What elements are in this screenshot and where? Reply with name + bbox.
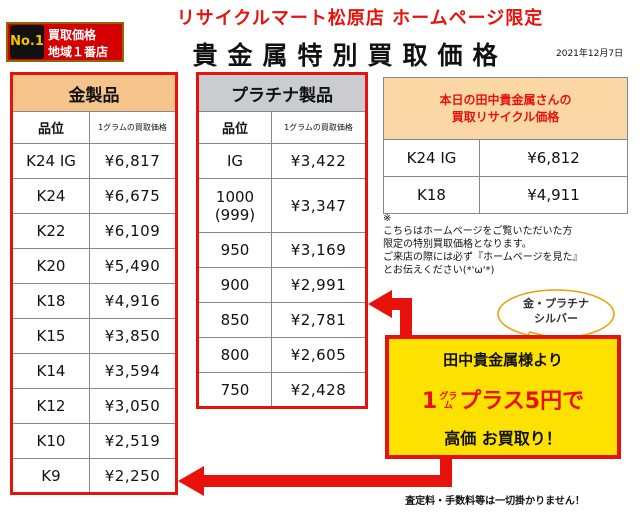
price-cell: ¥3,594 — [89, 353, 177, 389]
table-row: 900 ¥2,991 — [197, 267, 367, 303]
grade-cell: 850 — [197, 302, 272, 338]
store-title: リサイクルマート松原店 ホームページ限定 — [176, 8, 544, 29]
table-row: 750 ¥2,428 — [197, 372, 367, 408]
table-row: K15 ¥3,850 — [11, 318, 177, 354]
price-cell: ¥2,519 — [89, 423, 177, 459]
price-cell: ¥4,916 — [89, 283, 177, 319]
grade-cell: 1000 (999) — [197, 178, 272, 233]
date-label: 2021年12月7日 — [556, 49, 624, 59]
grade-cell: K18 — [383, 176, 480, 214]
grade-cell: K10 — [11, 423, 90, 459]
gold-col-grade: 品位 — [11, 111, 90, 144]
promo-box: 田中貴金属様より 1 グラムプラス5円で 高価 お買取り！ — [385, 335, 621, 459]
promo-gram-unit: グラム — [439, 392, 458, 411]
grade-cell: 900 — [197, 267, 272, 303]
promo-line-3: 高価 お買取り！ — [444, 429, 562, 448]
table-row: K18 ¥4,916 — [11, 283, 177, 319]
table-row: 850 ¥2,781 — [197, 302, 367, 338]
table-row: K24 IG ¥6,812 — [383, 139, 628, 177]
table-row: IG ¥3,422 — [197, 143, 367, 179]
badge-rank: No.1 — [10, 25, 44, 59]
price-cell: ¥2,781 — [271, 302, 367, 338]
price-cell: ¥5,490 — [89, 248, 177, 284]
price-cell: ¥2,428 — [271, 372, 367, 408]
ranking-badge: No.1 買取価格 地域１番店 — [6, 22, 124, 62]
grade-cell: K14 — [11, 353, 90, 389]
price-cell: ¥6,675 — [89, 178, 177, 214]
bubble-line-2: シルバー — [534, 312, 578, 325]
grade-cell: K24 IG — [383, 139, 480, 177]
footer-note: 査定料・手数料等は一切掛かりません！ — [405, 496, 585, 507]
price-cell: ¥2,250 — [89, 458, 177, 494]
grade-cell: 750 — [197, 372, 272, 408]
tanaka-title-line-1: 本日の田中貴金属さんの — [439, 92, 572, 107]
table-row: 1000 (999) ¥3,347 — [197, 178, 367, 233]
arrow-to-platinum-icon — [368, 290, 412, 338]
price-cell: ¥3,422 — [271, 143, 367, 179]
tanaka-price-table: 本日の田中貴金属さんの 買取リサイクル価格 K24 IG ¥6,812 K18 ¥4… — [383, 77, 628, 214]
price-cell: ¥3,347 — [271, 178, 367, 233]
bubble-text: 金・プラチナ シルバー — [506, 296, 606, 326]
table-row: K14 ¥3,594 — [11, 353, 177, 389]
note-line-4: とお伝えください(*'ω'*) — [383, 265, 495, 276]
bubble-line-1: 金・プラチナ — [523, 297, 589, 310]
table-row: 950 ¥3,169 — [197, 232, 367, 268]
badge-line-2: 地域１番店 — [48, 45, 109, 59]
arrow-to-gold-icon — [178, 455, 452, 496]
promo-line-2: 1 グラムプラス5円で — [389, 383, 617, 415]
table-row: K20 ¥5,490 — [11, 248, 177, 284]
grade-cell: K20 — [11, 248, 90, 284]
table-row: K18 ¥4,911 — [383, 176, 628, 214]
promo-plus-five: プラス5円で — [459, 389, 585, 414]
price-cell: ¥2,991 — [271, 267, 367, 303]
table-row: K24 IG ¥6,817 — [11, 143, 177, 179]
price-cell: ¥3,169 — [271, 232, 367, 268]
note-line-3: ご来店の際には必ず『ホームページを見た』 — [383, 252, 583, 263]
grade-cell: K9 — [11, 458, 90, 494]
tanaka-title: 本日の田中貴金属さんの 買取リサイクル価格 — [383, 77, 628, 140]
grade-cell: 950 — [197, 232, 272, 268]
table-row: K10 ¥2,519 — [11, 423, 177, 459]
table-row: K9 ¥2,250 — [11, 458, 177, 494]
page-heading: 貴金属特別買取価格 — [192, 41, 508, 70]
gold-table-title: 金製品 — [11, 73, 177, 112]
grade-cell: K22 — [11, 213, 90, 249]
table-row: K24 ¥6,675 — [11, 178, 177, 214]
platinum-price-table: プラチナ製品 品位 1グラムの買取価格 IG ¥3,422 1000 (999) ¥… — [196, 72, 368, 409]
grade-cell: K24 — [11, 178, 90, 214]
note-mark: ※ — [383, 213, 392, 224]
gold-col-price: 1グラムの買取価格 — [89, 111, 177, 144]
promo-line-1: 田中貴金属様より — [443, 351, 563, 369]
special-price-note: ※ こちらはホームページをご覧いただいた方 限定の特別買取価格となります。 ご来… — [383, 212, 633, 277]
price-cell: ¥6,109 — [89, 213, 177, 249]
grade-cell: 800 — [197, 337, 272, 373]
grade-cell: K15 — [11, 318, 90, 354]
promo-gram-number: 1 — [421, 389, 438, 414]
price-cell: ¥3,850 — [89, 318, 177, 354]
note-line-2: 限定の特別買取価格となります。 — [383, 239, 532, 250]
table-row: K22 ¥6,109 — [11, 213, 177, 249]
price-cell: ¥4,911 — [479, 176, 628, 214]
grade-cell: K18 — [11, 283, 90, 319]
platinum-table-title: プラチナ製品 — [197, 73, 367, 112]
gold-price-table: 金製品 品位 1グラムの買取価格 K24 IG ¥6,817 K24 ¥6,675 … — [10, 72, 178, 495]
tanaka-title-line-2: 買取リサイクル価格 — [451, 109, 560, 124]
note-line-1: こちらはホームページをご覧いただいた方 — [383, 226, 573, 237]
price-cell: ¥6,817 — [89, 143, 177, 179]
badge-line-1: 買取価格 — [48, 28, 97, 42]
